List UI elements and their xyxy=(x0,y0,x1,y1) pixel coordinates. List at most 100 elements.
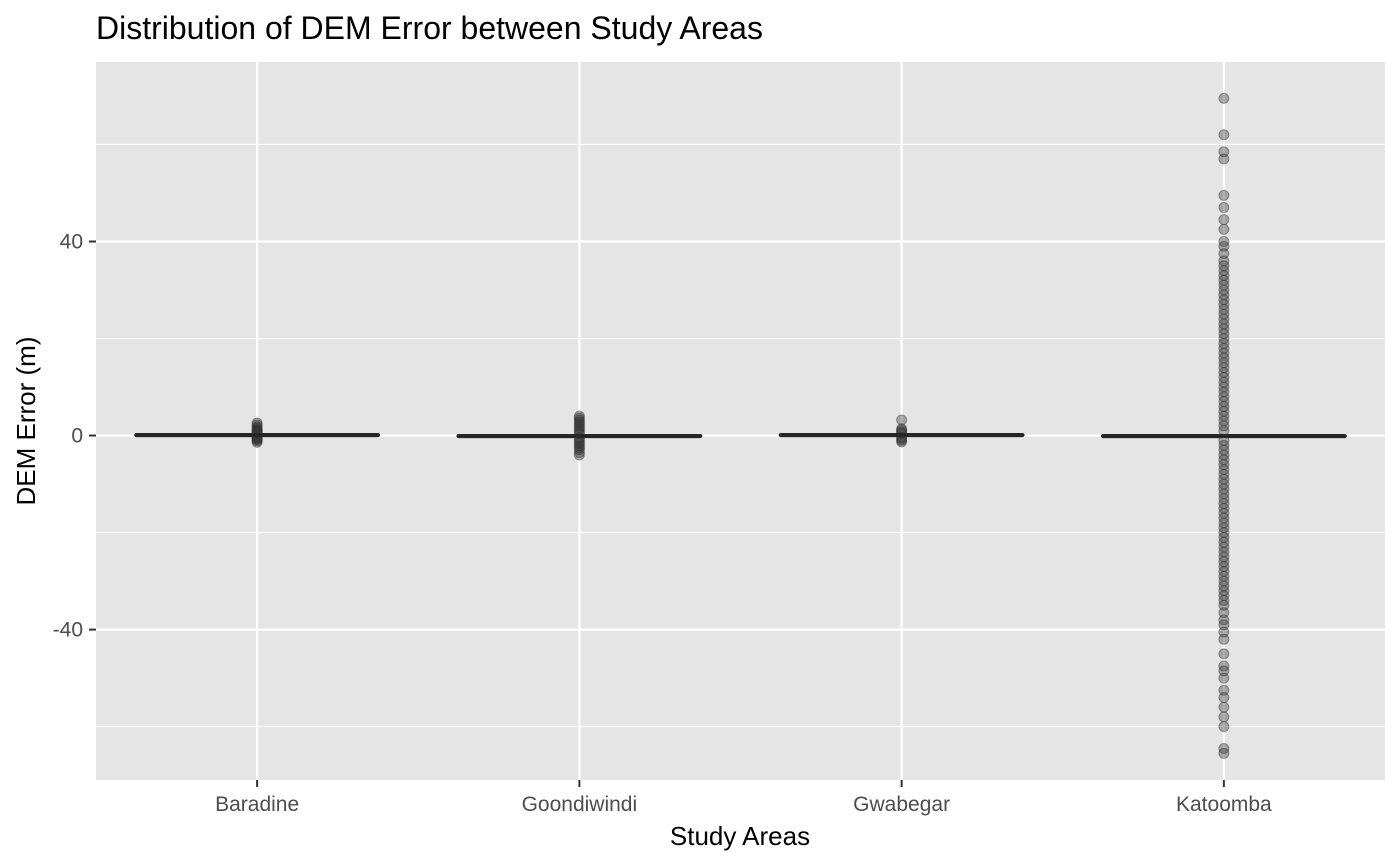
outlier-point xyxy=(1218,439,1230,451)
outlier-point xyxy=(1218,599,1230,611)
outlier-point xyxy=(1218,551,1230,563)
outlier-point xyxy=(251,436,263,448)
outlier-point xyxy=(1218,236,1230,247)
outlier-point xyxy=(1218,294,1230,306)
outlier-point xyxy=(1218,129,1230,141)
outlier-point xyxy=(1218,692,1230,704)
outlier-point xyxy=(1218,607,1230,619)
outlier-point xyxy=(1218,449,1230,461)
outlier-point xyxy=(251,419,263,431)
outlier-point xyxy=(1218,357,1230,369)
outlier-point xyxy=(1218,347,1230,359)
axes: -40 0 40 Baradine Goondiwindi Gwabegar Katoomb… xyxy=(53,231,1272,817)
outlier-point xyxy=(1218,313,1230,325)
outlier-point xyxy=(1218,328,1230,340)
outlier-point xyxy=(1218,333,1230,345)
outlier-point xyxy=(573,416,585,428)
outlier-point xyxy=(1218,595,1230,606)
outlier-point xyxy=(1218,391,1230,403)
outlier-point xyxy=(1218,303,1230,315)
outlier-point xyxy=(1218,512,1230,524)
outlier-point xyxy=(1218,747,1230,759)
outlier-point xyxy=(1218,522,1230,534)
y-tick-label: 40 xyxy=(60,231,83,254)
plot-panel xyxy=(96,62,1385,780)
x-tick-label: Katoomba xyxy=(1176,793,1272,816)
outlier-point xyxy=(1218,468,1230,480)
outlier-point xyxy=(1218,684,1230,696)
outlier-point xyxy=(1218,721,1230,733)
outlier-point xyxy=(1218,502,1230,514)
outlier-point xyxy=(1218,483,1230,495)
outlier-point xyxy=(1218,415,1230,427)
outlier-point xyxy=(1218,396,1230,408)
outlier-point xyxy=(1218,561,1230,573)
outlier-point xyxy=(1218,507,1230,519)
x-axis-title: Study Areas xyxy=(670,821,810,851)
outlier-point xyxy=(1218,323,1230,335)
outlier-point xyxy=(1218,255,1230,267)
outlier-point xyxy=(573,420,585,432)
outlier-point xyxy=(1218,214,1230,226)
outlier-point xyxy=(1218,454,1230,466)
outlier-point xyxy=(1218,269,1230,281)
outlier-point xyxy=(1218,660,1230,672)
outlier-point xyxy=(1218,146,1230,158)
outlier-point xyxy=(573,438,585,450)
outlier-point xyxy=(1218,459,1230,471)
outlier-point xyxy=(1218,701,1230,713)
outlier-point xyxy=(1218,248,1230,260)
box-katoomba xyxy=(1100,92,1347,759)
outlier-point xyxy=(1218,575,1230,587)
outlier-point xyxy=(1218,493,1230,505)
outlier-point xyxy=(1218,531,1230,543)
outlier-point xyxy=(1218,376,1230,388)
outlier-point xyxy=(1218,153,1230,165)
outlier-point xyxy=(573,442,585,454)
outlier-point xyxy=(1218,580,1230,592)
chart-title: Distribution of DEM Error between Study … xyxy=(96,10,763,46)
x-tick-label: Baradine xyxy=(215,793,299,816)
y-tick-label: -40 xyxy=(53,619,83,642)
outlier-point xyxy=(1218,352,1230,364)
outlier-point xyxy=(1218,614,1230,626)
outlier-point xyxy=(1218,362,1230,374)
outlier-point xyxy=(1218,289,1230,301)
outlier-point xyxy=(896,414,908,426)
outlier-point xyxy=(1218,536,1230,548)
outlier-point xyxy=(573,414,585,426)
outlier-point xyxy=(1218,478,1230,490)
outlier-point xyxy=(1218,265,1230,277)
outlier-point xyxy=(1218,626,1230,638)
outlier-point xyxy=(1218,92,1230,104)
outlier-point xyxy=(1218,318,1230,330)
outlier-point xyxy=(251,417,263,429)
outlier-point xyxy=(1218,488,1230,500)
outlier-point xyxy=(1218,202,1230,214)
outlier-point xyxy=(573,410,585,422)
outlier-point xyxy=(1218,342,1230,354)
outlier-point xyxy=(1218,585,1230,597)
outlier-point xyxy=(1218,405,1230,417)
outlier-point xyxy=(573,449,585,461)
outlier-point xyxy=(1218,665,1230,677)
outlier-point xyxy=(1218,570,1230,582)
outlier-point xyxy=(1218,517,1230,529)
outlier-point xyxy=(1218,541,1230,553)
outlier-point xyxy=(573,444,585,456)
outlier-point xyxy=(1218,299,1230,311)
outlier-point xyxy=(1218,240,1230,252)
box-gwabegar xyxy=(778,414,1025,448)
outlier-point xyxy=(1218,366,1230,378)
outlier-point xyxy=(1218,337,1230,349)
outlier-point xyxy=(1218,590,1230,602)
outlier-point xyxy=(1218,189,1230,201)
outlier-point xyxy=(1218,672,1230,684)
outlier-point xyxy=(1218,565,1230,577)
outlier-point xyxy=(1218,473,1230,485)
outlier-point xyxy=(573,412,585,424)
outlier-point xyxy=(1218,410,1230,422)
outlier-point xyxy=(1218,420,1230,432)
outlier-point xyxy=(1218,711,1230,723)
